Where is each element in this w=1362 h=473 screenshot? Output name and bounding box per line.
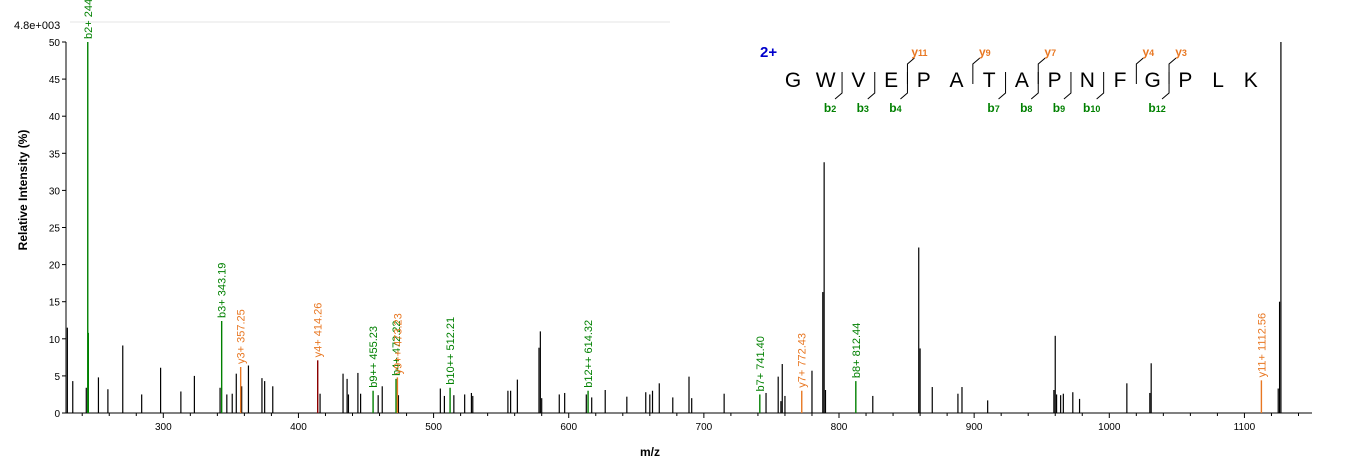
y-ion-index: 3 (1182, 48, 1187, 58)
y-tick-label: 40 (49, 112, 61, 123)
sequence-residue: A (1015, 69, 1029, 92)
b-ion-bracket (998, 72, 1007, 100)
y-tick-label: 0 (54, 409, 60, 420)
peak-label: y3+ 357.25 (236, 309, 248, 364)
y-ion-bracket (1168, 57, 1177, 84)
b-ion-index: 10 (1090, 104, 1100, 114)
y-ion-index: 4 (1149, 48, 1154, 58)
b-ion-index: 4 (897, 104, 902, 114)
b-ion-index: 9 (1060, 104, 1065, 114)
x-axis-title: m/z (640, 445, 660, 459)
sequence-residue: V (851, 69, 865, 92)
y-ion-index: 9 (986, 48, 991, 58)
b-ion-bracket (900, 72, 908, 100)
x-tick-label: 800 (831, 422, 848, 433)
peak-label: b2+ 244.1 (83, 0, 95, 39)
b-ion-bracket (1063, 72, 1072, 100)
b-ion-index: 2 (831, 104, 836, 114)
peak-label: b10++ 512.21 (445, 317, 457, 385)
y-ion-label: y7 (1044, 45, 1056, 59)
y-tick-label: 50 (49, 38, 61, 49)
y-ion-label: y4 (1142, 45, 1154, 59)
peak-label: y11+ 1112.56 (1256, 313, 1268, 378)
sequence-residue: P (1048, 69, 1062, 92)
y-tick-label: 5 (54, 372, 60, 383)
sequence-residue: P (1178, 69, 1192, 92)
sequence-residue: F (1114, 69, 1127, 92)
y-ion-bracket (1037, 57, 1046, 84)
peak-label: y9++ 473.23 (392, 313, 404, 374)
x-tick-label: 1000 (1098, 422, 1121, 433)
b-ion-index: 3 (864, 104, 869, 114)
charge-label: 2+ (760, 44, 777, 61)
b-ion-label: b9 (1053, 101, 1065, 115)
peak-label: b12++ 614.32 (583, 320, 595, 388)
sequence-residue: E (884, 69, 898, 92)
peak-label: b4+ 472.22 (391, 320, 403, 375)
b-ion-label: b3 (857, 101, 869, 115)
x-tick-label: 700 (696, 422, 713, 433)
b-ion-label: b8 (1020, 101, 1032, 115)
y-ion-index: 11 (918, 48, 928, 58)
sequence-residue: K (1244, 69, 1258, 92)
annotated-peaks-layer: b2+ 244.1 b3+ 343.19 y3+ 357.25 y4+ 414.26 b… (83, 0, 1268, 413)
peak-label: b8+ 812.44 (851, 323, 863, 378)
sequence-residue: T (983, 69, 996, 92)
y-ion-index: 7 (1051, 48, 1056, 58)
peak-label: y4+ 414.26 (313, 303, 325, 358)
x-tick-label: 500 (425, 422, 442, 433)
sequence-residue: G (785, 69, 801, 92)
b-ion-label: b2 (824, 101, 836, 115)
x-tick-label: 400 (290, 422, 307, 433)
b-ion-label: b10 (1083, 101, 1100, 115)
y-ion-bracket (906, 57, 915, 84)
b-ion-bracket (834, 72, 843, 100)
sequence-residue: P (917, 69, 931, 92)
b-ion-bracket (1030, 72, 1039, 100)
y-tick-label: 35 (49, 149, 61, 160)
peak-label: y7+ 772.43 (797, 333, 809, 388)
y-ion-bracket (1135, 57, 1144, 84)
axes: 0 5 10 15 20 25 30 35 40 45 50 300 400 500 600 700 800 90… (49, 21, 1312, 433)
y-tick-label: 15 (49, 298, 61, 309)
y-ion-label: y11 (911, 45, 927, 59)
b-ion-index: 8 (1027, 104, 1032, 114)
x-tick-label: 1100 (1234, 422, 1256, 433)
y-ion-label: y9 (979, 45, 991, 59)
peak-label: b3+ 343.19 (217, 263, 229, 318)
intensity-scale-label: 4.8e+003 (14, 20, 60, 32)
peak-label: b9++ 455.23 (368, 326, 380, 388)
y-tick-label: 30 (49, 186, 61, 197)
b-ion-bracket (867, 72, 876, 100)
sequence-residue: W (816, 69, 836, 92)
sequence-residue: G (1145, 69, 1161, 92)
b-ion-index: 7 (995, 104, 1000, 114)
sequence-residue: N (1080, 69, 1095, 92)
b-ion-bracket (1161, 72, 1170, 100)
x-tick-label: 300 (155, 422, 172, 433)
y-tick-label: 10 (49, 335, 61, 346)
sequence-residue: A (949, 69, 963, 92)
b-ion-label: b12 (1148, 101, 1165, 115)
y-tick-label: 45 (49, 75, 61, 86)
b-ion-bracket (1096, 72, 1105, 100)
b-ion-label: b7 (987, 101, 999, 115)
y-ion-label: y3 (1175, 45, 1187, 59)
peaks-layer (66, 42, 1282, 413)
b-ion-index: 12 (1156, 104, 1166, 114)
y-tick-label: 25 (49, 224, 61, 235)
x-tick-label: 900 (966, 422, 983, 433)
b-ion-label: b4 (889, 101, 901, 115)
sequence-residue: L (1212, 69, 1224, 92)
y-ion-bracket (972, 57, 981, 84)
y-axis-title: Relative Intensity (%) (16, 130, 30, 251)
x-tick-label: 600 (560, 422, 577, 433)
y-tick-label: 20 (49, 261, 61, 272)
peak-label: b7+ 741.40 (755, 336, 767, 391)
